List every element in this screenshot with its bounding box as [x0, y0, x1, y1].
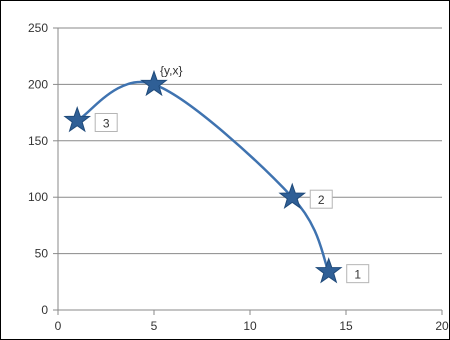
- y-tick-label-200: 200: [28, 77, 48, 91]
- data-point-star-3: [314, 257, 343, 284]
- x-tick-label-0: 0: [55, 319, 62, 333]
- series-line: [76, 80, 330, 273]
- x-tick-label-10: 10: [243, 319, 257, 333]
- y-tick-label-250: 250: [28, 21, 48, 35]
- data-label-1: {y,x}: [160, 63, 182, 77]
- data-label-box-0: [94, 112, 118, 132]
- data-label-2: 2: [318, 193, 325, 207]
- data-point-star-2: [278, 182, 307, 209]
- x-tick-label-20: 20: [435, 319, 449, 333]
- data-point-star-0: [63, 105, 92, 133]
- y-tick-label-100: 100: [28, 190, 48, 204]
- y-tick-label-150: 150: [28, 134, 48, 148]
- data-point-star-1: [140, 69, 168, 97]
- y-tick-label-50: 50: [35, 247, 49, 261]
- y-tick-label-0: 0: [41, 303, 48, 317]
- data-label-0: 3: [103, 116, 110, 130]
- x-tick-label-15: 15: [339, 319, 353, 333]
- x-tick-label-5: 5: [151, 319, 158, 333]
- data-label-box-2: [309, 189, 333, 209]
- data-label-3: 1: [354, 268, 361, 282]
- data-label-box-3: [346, 264, 370, 284]
